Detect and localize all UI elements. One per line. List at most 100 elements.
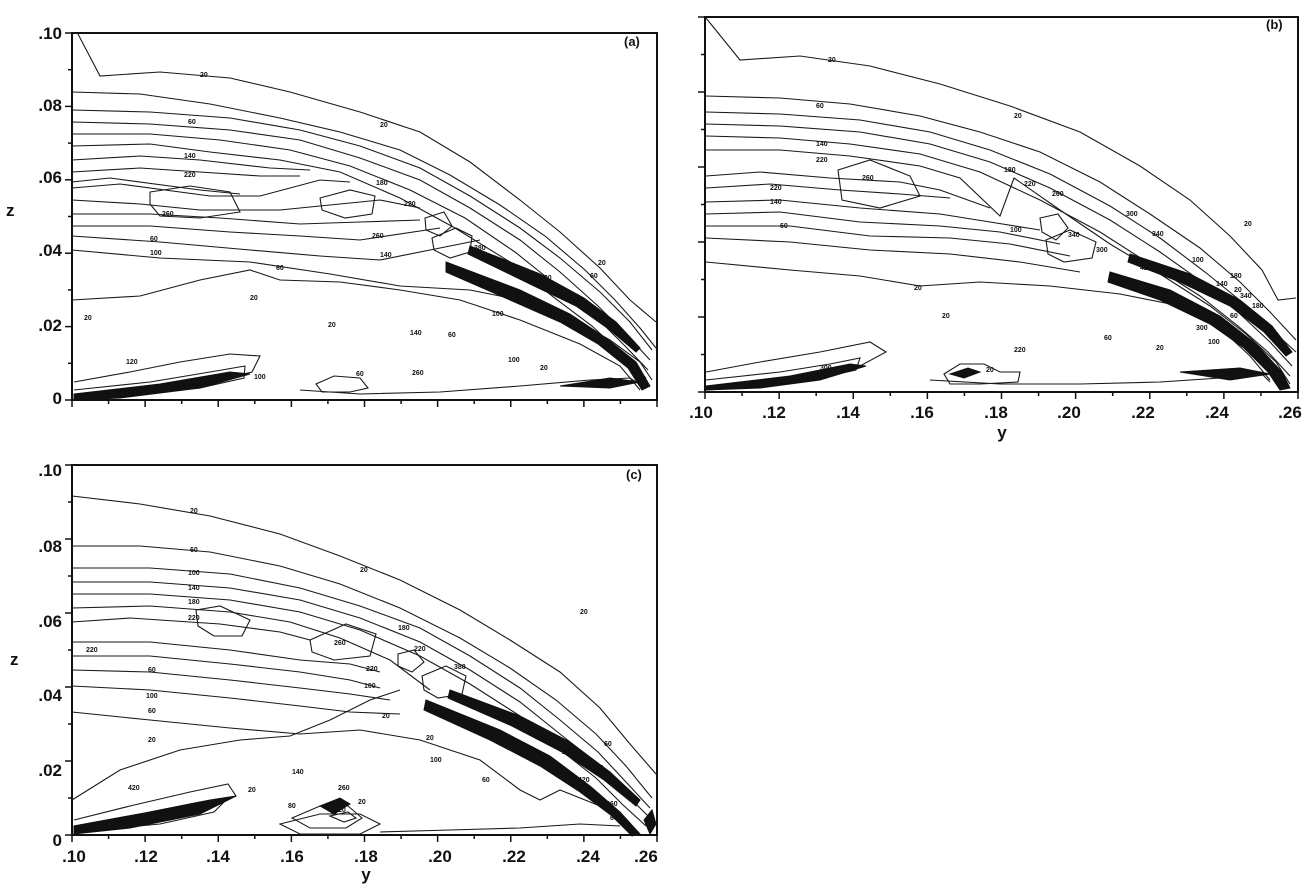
contour-label: 20 <box>598 260 606 267</box>
contour-label: 220 <box>1014 347 1026 354</box>
dense-band <box>1179 367 1271 381</box>
panel-c-contour-labels: 20 60 100 140 180 220 220 60 100 60 20 2… <box>86 508 618 822</box>
x-tick-label: .16 <box>910 403 934 422</box>
x-tick-label: .10 <box>689 403 713 422</box>
contour-label: 20 <box>248 787 256 794</box>
x-tick-label: .18 <box>354 847 378 866</box>
contour-label: 260 <box>338 785 350 792</box>
contour-line <box>72 545 653 799</box>
contour-label: 20 <box>426 735 434 742</box>
contour-label: 60 <box>188 119 196 126</box>
y-tick-label: .10 <box>38 24 62 43</box>
contour-line <box>319 189 376 219</box>
panel-c-contours <box>71 495 657 837</box>
contour-line <box>1039 213 1069 241</box>
x-tick-label: .26 <box>634 847 658 866</box>
contour-label: 20 <box>380 122 388 129</box>
contour-label: 100 <box>1010 227 1022 234</box>
contour-line <box>379 823 621 833</box>
contour-label: 300 <box>820 365 832 372</box>
contour-line <box>278 813 382 835</box>
panel-a: (a) z .10 .08 .06 .04 .02 0 <box>6 24 658 408</box>
contour-label: 20 <box>580 609 588 616</box>
contour-label: 140 <box>380 252 392 259</box>
contour-label: 260 <box>606 801 618 808</box>
y-tick-label: .10 <box>38 461 62 480</box>
contour-label: 300 <box>560 293 572 300</box>
contour-line <box>315 375 369 393</box>
x-tick-label: .24 <box>1205 403 1229 422</box>
panel-c-x-axis-title: y <box>361 865 371 884</box>
contour-label: 340 <box>190 380 202 387</box>
panel-b-x-tick-labels: .10 .12 .14 .16 .18 .20 .22 .24 .26 <box>689 403 1302 422</box>
contour-line <box>705 199 1041 231</box>
panel-b: (b) .10 .12 .14 .16 .18 .20 .22 .24 .26 … <box>689 16 1302 442</box>
contour-label: 80 <box>288 803 296 810</box>
panel-b-x-axis-title: y <box>997 423 1007 442</box>
x-tick-label: .22 <box>502 847 526 866</box>
contour-label: 220 <box>414 646 426 653</box>
contour-label: 100 <box>1192 257 1204 264</box>
contour-line <box>705 95 1297 341</box>
panel-a-contours <box>71 33 657 401</box>
panel-a-y-axis-title: z <box>6 201 15 220</box>
contour-label: 20 <box>148 737 156 744</box>
contour-label: 180 <box>376 180 388 187</box>
contour-label: 20 <box>84 315 92 322</box>
dense-band <box>1107 271 1291 391</box>
contour-label: 260 <box>412 370 424 377</box>
contour-line <box>71 177 241 195</box>
contour-label: 140 <box>816 141 828 148</box>
x-tick-label: .12 <box>762 403 786 422</box>
contour-label: 20 <box>190 508 198 515</box>
contour-label: 20 <box>358 799 366 806</box>
contour-label: 260 <box>162 211 174 218</box>
contour-line <box>71 685 401 715</box>
contour-label: 20 <box>360 567 368 574</box>
contour-label: 180 <box>188 599 200 606</box>
contour-label: 420 <box>578 777 590 784</box>
x-tick-label: .18 <box>984 403 1008 422</box>
contour-label: 260 <box>372 233 384 240</box>
contour-line <box>71 669 391 701</box>
contour-line <box>71 249 653 381</box>
contour-line <box>1045 229 1097 263</box>
contour-line <box>71 91 657 349</box>
contour-label: 20 <box>200 72 208 79</box>
contour-line <box>71 235 481 261</box>
contour-label: 180 <box>398 625 410 632</box>
y-tick-label: .02 <box>38 761 62 780</box>
y-tick-label: 0 <box>53 389 62 408</box>
panel-c-y-tick-labels: .10 .08 .06 .04 .02 0 <box>38 461 62 850</box>
contour-label: 20 <box>942 313 950 320</box>
contour-line <box>72 581 649 817</box>
contour-label: 140 <box>410 330 422 337</box>
x-tick-label: .20 <box>428 847 452 866</box>
contour-line <box>71 199 421 211</box>
contour-label: 120 <box>126 359 138 366</box>
y-tick-label: .06 <box>38 168 62 187</box>
contour-label: 220 <box>1024 181 1036 188</box>
contour-label: 20 <box>338 807 346 814</box>
contour-label: 340 <box>1068 232 1080 239</box>
y-tick-label: .04 <box>38 686 62 705</box>
contour-line <box>397 649 425 673</box>
contour-line <box>72 593 647 827</box>
contour-label: 260 <box>1052 191 1064 198</box>
contour-label: 20 <box>1234 287 1242 294</box>
x-tick-label: .22 <box>1131 403 1155 422</box>
contour-label: 100 <box>364 683 376 690</box>
contour-line <box>71 711 631 827</box>
contour-label: 140 <box>292 769 304 776</box>
contour-line <box>71 121 651 361</box>
contour-line <box>71 269 641 391</box>
contour-label: 60 <box>190 547 198 554</box>
panel-c-tag: (c) <box>626 467 642 482</box>
contour-label: 220 <box>86 647 98 654</box>
y-tick-label: 0 <box>53 831 62 850</box>
contour-label: 20 <box>1014 113 1022 120</box>
contour-label: 20 <box>914 285 922 292</box>
contour-label: 420 <box>540 275 552 282</box>
contour-label: 100 <box>188 570 200 577</box>
